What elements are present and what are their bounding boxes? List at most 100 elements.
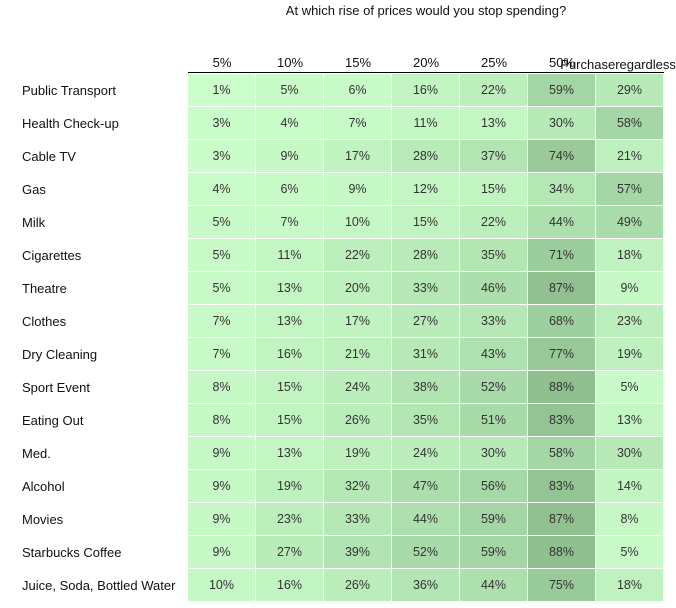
heatmap-cell: 9%: [188, 536, 255, 568]
heatmap-cell: 43%: [460, 338, 527, 370]
heatmap-cell: 22%: [460, 206, 527, 238]
heatmap-cell: 13%: [460, 107, 527, 139]
heatmap-cell: 88%: [528, 536, 595, 568]
heatmap-cell: 4%: [188, 173, 255, 205]
heatmap-cell: 44%: [460, 569, 527, 601]
heatmap-cell: 49%: [596, 206, 663, 238]
heatmap-cell: 9%: [256, 140, 323, 172]
heatmap-cell: 5%: [188, 272, 255, 304]
heatmap-cell: 5%: [256, 74, 323, 106]
heatmap-cell: 23%: [596, 305, 663, 337]
heatmap-cell: 30%: [460, 437, 527, 469]
heatmap-cell: 24%: [392, 437, 459, 469]
heatmap-cell: 21%: [324, 338, 391, 370]
heatmap-cell: 11%: [256, 239, 323, 271]
row-label: Starbucks Coffee: [22, 544, 122, 560]
heatmap-cell: 29%: [596, 74, 663, 106]
heatmap-cell: 59%: [460, 536, 527, 568]
heatmap-cell: 28%: [392, 239, 459, 271]
heatmap-cell: 13%: [256, 437, 323, 469]
heatmap-cell: 23%: [256, 503, 323, 535]
heatmap-cell: 31%: [392, 338, 459, 370]
heatmap-cell: 56%: [460, 470, 527, 502]
heatmap-cell: 17%: [324, 305, 391, 337]
heatmap-cell: 4%: [256, 107, 323, 139]
heatmap-cell: 10%: [324, 206, 391, 238]
heatmap-cell: 26%: [324, 569, 391, 601]
heatmap-cell: 19%: [596, 338, 663, 370]
heatmap-cell: 52%: [392, 536, 459, 568]
heatmap-cell: 13%: [256, 305, 323, 337]
heatmap-cell: 87%: [528, 503, 595, 535]
heatmap-cell: 33%: [392, 272, 459, 304]
heatmap-cell: 51%: [460, 404, 527, 436]
heatmap-cell: 11%: [392, 107, 459, 139]
heatmap-cell: 12%: [392, 173, 459, 205]
column-header: 20%: [412, 55, 440, 70]
heatmap-cell: 44%: [392, 503, 459, 535]
heatmap-cell: 77%: [528, 338, 595, 370]
heatmap-cell: 27%: [392, 305, 459, 337]
heatmap-cell: 1%: [188, 74, 255, 106]
heatmap-cell: 16%: [256, 569, 323, 601]
heatmap-cell: 52%: [460, 371, 527, 403]
heatmap-cell: 33%: [324, 503, 391, 535]
heatmap-cell: 5%: [596, 536, 663, 568]
heatmap-cell: 13%: [256, 272, 323, 304]
row-label: Clothes: [22, 313, 67, 329]
heatmap-cell: 16%: [392, 74, 459, 106]
heatmap-cell: 30%: [596, 437, 663, 469]
heatmap-cell: 6%: [324, 74, 391, 106]
heatmap-cell: 9%: [188, 503, 255, 535]
heatmap-cell: 32%: [324, 470, 391, 502]
heatmap-cell: 35%: [392, 404, 459, 436]
heatmap-cell: 58%: [528, 437, 595, 469]
heatmap-cell: 30%: [528, 107, 595, 139]
heatmap-cell: 35%: [460, 239, 527, 271]
heatmap-cell: 8%: [596, 503, 663, 535]
heatmap-cell: 7%: [188, 305, 255, 337]
heatmap-cell: 74%: [528, 140, 595, 172]
row-label: Milk: [22, 214, 46, 230]
heatmap-cell: 59%: [460, 503, 527, 535]
heatmap-cell: 88%: [528, 371, 595, 403]
row-label: Juice, Soda, Bottled Water: [22, 577, 176, 593]
heatmap-cell: 83%: [528, 404, 595, 436]
row-label: Cigarettes: [22, 247, 82, 263]
heatmap-cell: 15%: [256, 404, 323, 436]
row-label: Movies: [22, 511, 64, 527]
heatmap-cell: 7%: [324, 107, 391, 139]
heatmap-cell: 21%: [596, 140, 663, 172]
heatmap-cell: 22%: [460, 74, 527, 106]
column-header: 15%: [344, 55, 372, 70]
heatmap-cell: 59%: [528, 74, 595, 106]
row-label: Public Transport: [22, 82, 116, 98]
heatmap-cell: 58%: [596, 107, 663, 139]
heatmap-cell: 16%: [256, 338, 323, 370]
heatmap-cell: 19%: [324, 437, 391, 469]
heatmap-cell: 34%: [528, 173, 595, 205]
heatmap-cell: 44%: [528, 206, 595, 238]
row-label: Med.: [22, 445, 51, 461]
heatmap-cell: 9%: [324, 173, 391, 205]
heatmap-cell: 5%: [596, 371, 663, 403]
heatmap-cell: 46%: [460, 272, 527, 304]
row-label: Theatre: [22, 280, 67, 296]
row-label: Dry Cleaning: [22, 346, 98, 362]
row-label: Sport Event: [22, 379, 90, 395]
heatmap-cell: 15%: [460, 173, 527, 205]
heatmap-cell: 18%: [596, 569, 663, 601]
column-header: Purchaseregardlessof cost: [560, 57, 676, 72]
heatmap-cell: 57%: [596, 173, 663, 205]
row-label: Health Check-up: [22, 115, 119, 131]
heatmap-cell: 38%: [392, 371, 459, 403]
heatmap-cell: 7%: [188, 338, 255, 370]
column-header: 10%: [276, 55, 304, 70]
row-label: Gas: [22, 181, 46, 197]
heatmap-cell: 5%: [188, 206, 255, 238]
column-header: 50%: [548, 55, 576, 70]
heatmap-cell: 27%: [256, 536, 323, 568]
column-header: 25%: [480, 55, 508, 70]
heatmap-cell: 10%: [188, 569, 255, 601]
